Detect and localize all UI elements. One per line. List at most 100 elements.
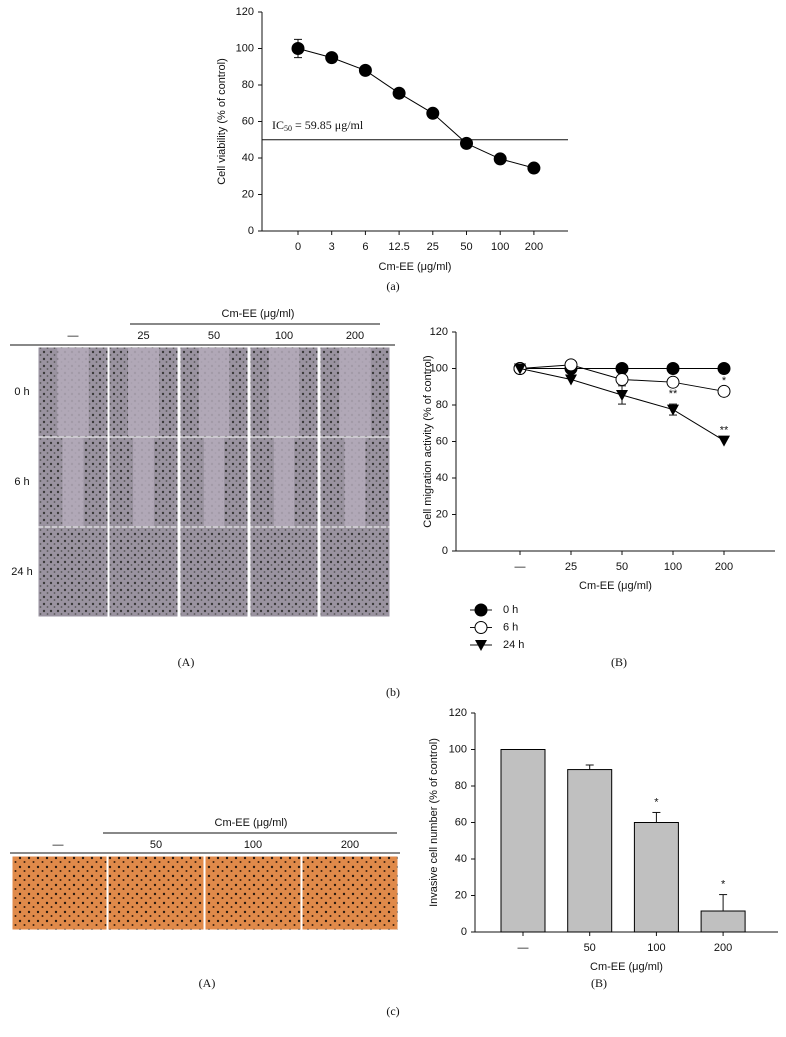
panel-label: (a) (386, 279, 399, 293)
photo-header: Cm-EE (μg/ml) (222, 308, 295, 320)
photo (204, 855, 302, 931)
column-label: — (68, 330, 79, 342)
marker (475, 640, 487, 651)
column-label: 200 (341, 839, 359, 851)
y-tick-label: 80 (455, 780, 467, 792)
y-tick-label: 40 (436, 472, 448, 484)
marker (565, 374, 577, 386)
marker (514, 363, 526, 375)
panel-label: (b) (386, 685, 400, 699)
panel-label: (A) (199, 976, 216, 990)
legend-label: 24 h (503, 639, 524, 651)
annotation: IC50 = 59.85 μg/ml (272, 118, 364, 133)
annotation-text: = 59.85 μg/ml (292, 118, 364, 132)
photo-grid (11, 855, 399, 931)
marker (426, 106, 440, 120)
series-line (297, 48, 535, 169)
marker (718, 435, 730, 447)
x-tick-label: 100 (491, 241, 509, 253)
wound-gap (133, 438, 154, 526)
marker (474, 603, 488, 617)
column-label: 100 (275, 330, 293, 342)
y-tick-label: 120 (449, 707, 467, 719)
y-tick-label: 100 (449, 743, 467, 755)
significance: * (722, 375, 727, 387)
photo (179, 526, 249, 618)
marker (666, 362, 680, 375)
photo (249, 526, 319, 618)
wound-gap (273, 438, 295, 526)
y-tick-label: 0 (442, 545, 448, 557)
annotation-text: IC (272, 118, 284, 132)
x-axis-label: Cm-EE (μg/ml) (579, 580, 652, 592)
marker (527, 161, 541, 175)
wound-gap (203, 438, 225, 526)
row-label: 0 h (14, 386, 29, 398)
wound-gap (344, 438, 366, 526)
x-axis-label: Cm-EE (μg/ml) (590, 961, 663, 973)
wound-gap (268, 348, 300, 436)
wound-gap (339, 348, 371, 436)
marker (666, 375, 680, 389)
significance: * (721, 878, 726, 890)
marker (460, 136, 473, 150)
y-tick-label: 100 (430, 362, 448, 374)
column-label: 200 (346, 330, 364, 342)
panel-label: (c) (386, 1004, 399, 1018)
marker (392, 86, 406, 100)
x-tick-label: 3 (329, 241, 335, 253)
marker (564, 358, 578, 372)
bar (567, 769, 613, 933)
photo (108, 526, 179, 618)
significance: * (654, 796, 659, 808)
x-tick-label: 25 (427, 241, 439, 253)
x-tick-label: 50 (584, 942, 596, 954)
x-tick-label: 50 (616, 561, 628, 573)
photo (37, 526, 109, 618)
photo-header: Cm-EE (μg/ml) (215, 817, 288, 829)
row-label: 6 h (14, 476, 29, 488)
column-label: 100 (244, 839, 262, 851)
marker (615, 362, 629, 375)
y-axis-label: Invasive cell number (% of control) (428, 738, 440, 907)
x-tick-label: 100 (647, 942, 665, 954)
marker (615, 372, 629, 386)
y-axis-label: Cell viability (% of control) (216, 58, 228, 185)
column-label: 50 (150, 839, 162, 851)
x-tick-label: 25 (565, 561, 577, 573)
y-tick-label: 60 (455, 816, 467, 828)
x-tick-label: 0 (295, 241, 301, 253)
y-tick-label: 60 (242, 115, 254, 127)
x-tick-label: 12.5 (388, 241, 409, 253)
legend-label: 6 h (503, 621, 518, 633)
significance: ** (669, 388, 678, 400)
y-tick-label: 40 (455, 853, 467, 865)
marker (291, 42, 305, 55)
marker (474, 621, 488, 634)
column-label: 50 (208, 330, 220, 342)
x-axis-label: Cm-EE (μg/ml) (379, 261, 452, 273)
x-tick-label: 6 (362, 241, 368, 253)
y-axis-label: Cell migration activity (% of control) (422, 355, 434, 527)
legend-label: 0 h (503, 604, 518, 616)
photo (11, 855, 108, 931)
significance: ** (720, 424, 729, 436)
x-tick-label: 200 (525, 241, 543, 253)
x-tick-label: — (515, 561, 526, 573)
y-tick-label: 40 (242, 152, 254, 164)
wound-gap (57, 348, 89, 436)
column-label: — (53, 839, 64, 851)
y-tick-label: 100 (236, 42, 254, 54)
x-tick-label: 200 (715, 561, 733, 573)
bar (700, 910, 746, 933)
marker (717, 384, 731, 398)
marker (717, 362, 731, 375)
annotation-sub: 50 (284, 124, 292, 133)
bar (500, 749, 546, 933)
x-tick-label: — (518, 942, 529, 954)
wound-gap (198, 348, 230, 436)
column-label: 25 (137, 330, 149, 342)
row-label: 24 h (11, 566, 32, 578)
panel-label: (B) (611, 655, 627, 669)
y-tick-label: 120 (430, 326, 448, 338)
